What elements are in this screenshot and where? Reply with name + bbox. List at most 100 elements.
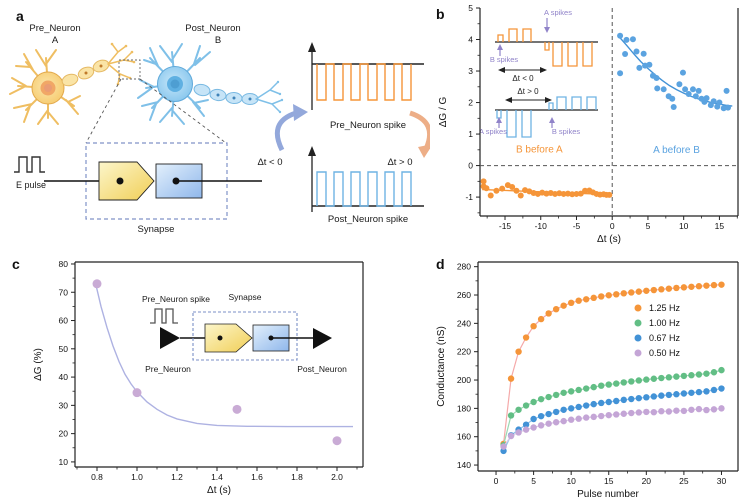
data-point [517,192,524,199]
data-point [575,403,582,411]
e-pulse-label: E pulse [16,180,46,190]
data-point [688,372,695,379]
y-axis-label: Conductance (nS) [436,326,447,407]
data-point [606,191,613,198]
data-point [537,395,545,403]
pre-neuron-title: Pre_Neuron [29,23,80,34]
data-point [646,61,653,68]
data-point [513,187,520,194]
y-tick-label: 80 [59,259,69,269]
data-point [575,415,582,422]
y-tick-label: 40 [59,372,69,382]
data-point [695,371,703,378]
x-tick-label: -15 [499,221,512,231]
dt-negative-arrow-icon [274,110,297,152]
arrow-up-icon [497,44,503,50]
data-point [689,86,696,93]
circuit-inset: Pre_Neuron spike Synapse Pre_Neuron Post… [142,292,347,374]
data-point [598,293,605,300]
data-point [552,408,560,416]
y-tick-label: 2 [468,98,473,108]
data-point [522,421,530,428]
data-point [560,190,567,197]
data-point [590,400,597,408]
b-spikes-bottom-label: B spikes [552,127,581,136]
data-point [665,374,673,381]
region-label: A before B [653,145,700,156]
data-point [590,413,597,421]
legend-label: 0.67 Hz [649,333,681,343]
data-point [507,375,515,382]
a-spikes-top-label: A spikes [544,8,572,17]
data-point [710,281,718,289]
data-point [545,393,552,401]
x-tick-label: 10 [679,221,689,231]
data-point [688,389,695,396]
data-point [582,187,589,194]
x-tick-label: 0 [494,476,499,486]
post-neuron-sub: B [215,35,221,46]
data-point [620,290,627,297]
x-tick-label: 5 [646,221,651,231]
y-tick-label: 220 [457,347,471,357]
data-point [499,185,506,192]
pre-neuron-drawing [9,42,136,125]
data-point [605,381,612,388]
x-tick-label: -5 [573,221,581,231]
data-point [628,409,635,417]
data-point [665,285,673,292]
data-point [703,370,710,377]
post-spike-train [308,146,424,212]
spike-waveform [150,308,178,324]
data-point [688,406,695,413]
data-point [643,394,650,401]
data-point [598,412,605,420]
x-tick-label: 0.8 [91,472,103,482]
a-spikes-bottom-label: A spikes [479,127,507,136]
data-point [635,377,643,384]
data-point [617,70,624,77]
series-line [502,369,722,446]
data-point [628,289,635,296]
synapse-device [14,156,262,201]
data-point [483,185,490,192]
data-point [530,424,537,431]
fit-line [94,280,353,428]
data-point [658,408,665,415]
data-point [537,412,545,420]
arrow-down-icon [544,27,550,33]
data-point [590,383,597,391]
data-point [567,405,575,412]
data-point [552,419,560,426]
data-point [545,410,552,418]
data-point [522,426,530,433]
data-point [695,87,702,94]
panel-label-a: a [16,8,24,24]
data-point [628,395,635,403]
x-tick-label: 15 [604,476,614,486]
pre-spike-label: Pre_Neuron spike [330,120,406,131]
data-point [613,291,620,298]
pre-neuron-sub: A [52,35,59,46]
y-tick-label: 1 [468,129,473,139]
data-point [545,310,552,317]
arrow-up-icon [496,117,502,123]
data-point [673,373,680,380]
legend-marker [634,304,642,312]
data-point [658,374,665,382]
y-tick-label: 280 [457,262,471,272]
data-point [703,282,710,289]
legend-marker [634,334,642,342]
data-point [623,36,630,43]
data-point [567,299,575,307]
y-tick-label: 240 [457,318,471,328]
dt-negative-label: Δt < 0 [257,157,282,168]
data-point [480,178,487,185]
data-point [680,407,688,415]
data-point [569,191,576,198]
y-tick-label: 60 [59,316,69,326]
data-point [590,294,597,302]
data-point [509,184,516,191]
post-spike-label: Post_Neuron spike [328,214,408,225]
y-tick-label: 30 [59,400,69,410]
